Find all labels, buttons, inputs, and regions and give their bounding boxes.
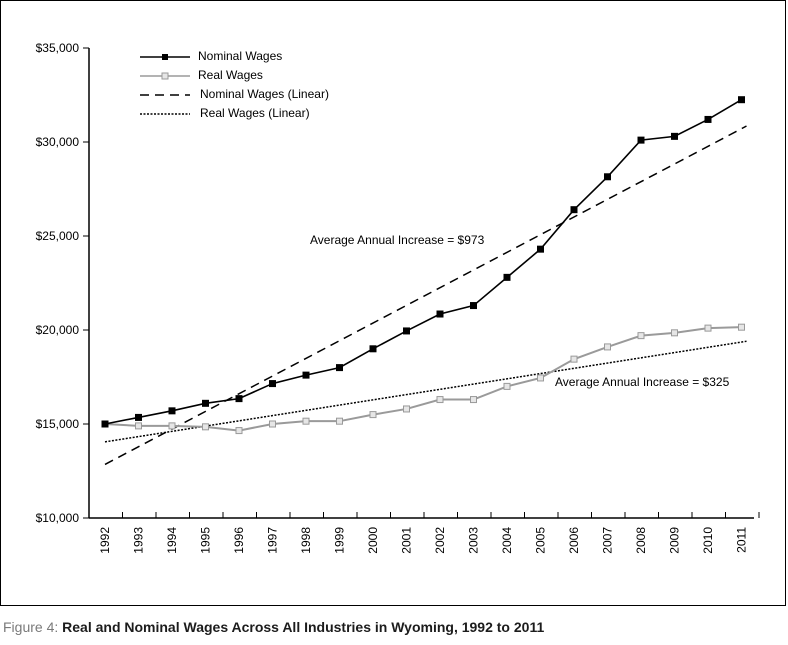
annotation-real-increase: Average Annual Increase = $325 — [555, 375, 730, 389]
nominal-wages-point — [369, 345, 377, 353]
legend-label-real-linear: Real Wages (Linear) — [200, 106, 310, 120]
nominal-wages-point — [436, 310, 444, 318]
nominal-wages-point — [604, 173, 611, 181]
nominal-wages-point — [704, 115, 712, 123]
x-tick-label: 1993 — [132, 527, 146, 554]
x-tick-label: 1995 — [199, 527, 213, 554]
nominal-wages-point — [503, 273, 511, 281]
wage-line-chart: $10,000 $15,000 $20,000 $25,000 $30,000 $35,0… — [36, 41, 760, 554]
y-axis: $10,000 $15,000 $20,000 $25,000 $30,000 $35,0… — [36, 41, 90, 525]
nominal-trendline — [104, 125, 747, 466]
nominal-wages-point — [537, 245, 544, 253]
x-tick-label: 2002 — [433, 527, 447, 554]
real-wages-point — [671, 329, 678, 337]
caption-text: Real and Nominal Wages Across All Indust… — [62, 619, 545, 635]
real-wages-point — [202, 423, 209, 431]
x-tick-label: 2001 — [400, 527, 414, 554]
nominal-wages-line — [104, 99, 742, 425]
nominal-wages-point — [637, 136, 645, 144]
x-tick-label: 2008 — [634, 527, 648, 554]
legend-marker-real — [161, 72, 169, 80]
real-wages-point — [470, 396, 477, 404]
x-tick-label: 2009 — [668, 527, 682, 554]
real-wages-point — [704, 324, 712, 332]
real-wages-point — [403, 405, 410, 413]
real-wages-point — [738, 323, 745, 331]
real-wages-point — [135, 422, 142, 430]
real-wages-point — [235, 427, 243, 435]
x-tick-label: 2003 — [467, 527, 481, 554]
x-tick-label: 2007 — [601, 527, 615, 554]
y-tick-label: $25,000 — [36, 229, 80, 243]
x-tick-label: 2005 — [534, 527, 548, 554]
annotation-nominal-increase: Average Annual Increase = $973 — [310, 233, 485, 247]
nominal-wages-point — [101, 420, 109, 428]
nominal-wages-point — [135, 413, 142, 421]
x-tick-label: 1998 — [299, 527, 313, 554]
nominal-wages-point — [168, 407, 176, 415]
x-tick-label: 2010 — [701, 527, 715, 554]
y-tick-label: $15,000 — [36, 417, 80, 431]
real-wages-point — [503, 382, 511, 390]
nominal-wages-point — [336, 364, 343, 372]
chart-frame — [0, 0, 786, 606]
real-wages-point — [269, 420, 276, 428]
x-tick-label: 1994 — [165, 527, 179, 554]
real-wages-point — [369, 411, 377, 419]
real-wages-point — [537, 374, 544, 382]
real-wages-point — [336, 417, 343, 425]
x-tick-label: 2004 — [500, 527, 514, 554]
caption-label: Figure 4: — [3, 619, 59, 635]
real-wages-point — [570, 355, 578, 363]
legend-label-nominal: Nominal Wages — [198, 49, 282, 63]
nominal-wages-point — [738, 96, 745, 104]
nominal-wages-point — [570, 206, 578, 214]
figure-caption: Figure 4: Real and Nominal Wages Across … — [3, 619, 544, 635]
nominal-wages-point — [470, 302, 477, 310]
x-tick-label: 2000 — [366, 527, 380, 554]
x-tick-label: 2011 — [735, 527, 749, 553]
x-tick-label: 1992 — [98, 527, 112, 554]
real-wages-point — [604, 343, 611, 351]
y-tick-label: $10,000 — [36, 511, 80, 525]
real-wages-point — [302, 417, 310, 425]
legend-marker-nominal — [162, 54, 168, 60]
y-tick-label: $20,000 — [36, 323, 80, 337]
nominal-wages-point — [269, 380, 276, 388]
nominal-wages-point — [235, 395, 243, 403]
y-tick-label: $30,000 — [36, 135, 80, 149]
y-tick-label: $35,000 — [36, 41, 80, 55]
real-wages-point — [436, 396, 444, 404]
x-axis: 1992 1993 1994 1995 1996 1997 1998 1999 2000 2001… — [88, 512, 760, 554]
data-series — [101, 96, 745, 435]
x-tick-label: 1997 — [266, 527, 280, 554]
real-wages-point — [637, 332, 645, 340]
x-tick-label: 2006 — [567, 527, 581, 554]
legend: Nominal Wages Real Wages Nominal Wages (… — [140, 49, 329, 120]
trendlines — [104, 125, 747, 466]
nominal-wages-point — [403, 327, 410, 335]
real-wages-point — [168, 422, 176, 430]
legend-label-real: Real Wages — [198, 68, 263, 82]
real-wages-line — [104, 326, 742, 432]
x-tick-label: 1996 — [232, 527, 246, 554]
x-tick-label: 1999 — [333, 527, 347, 554]
nominal-wages-point — [302, 371, 310, 379]
legend-label-nominal-linear: Nominal Wages (Linear) — [200, 87, 329, 101]
nominal-wages-point — [202, 399, 209, 407]
nominal-wages-point — [671, 132, 678, 140]
